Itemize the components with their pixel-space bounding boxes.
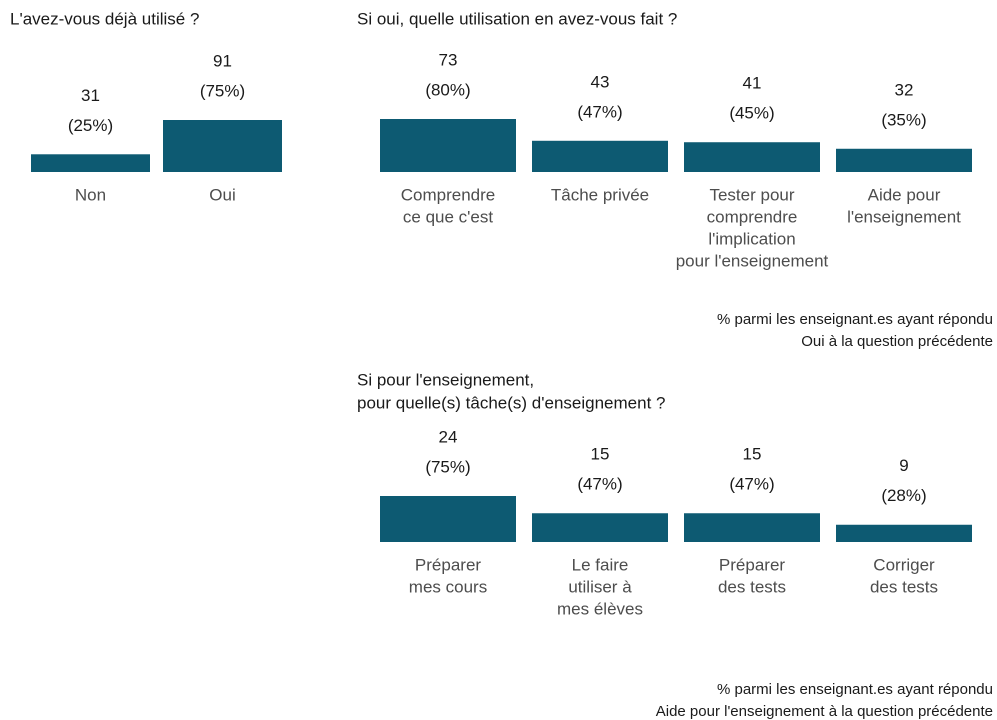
chart-title: Si pour l'enseignement, [357, 370, 534, 389]
value-label: 15 [743, 445, 762, 464]
share-label: (75%) [200, 81, 245, 100]
value-label: 15 [591, 445, 610, 464]
share-label: (75%) [425, 457, 470, 476]
category-label: des tests [870, 577, 938, 596]
chart-title: pour quelle(s) tâche(s) d'enseignement ? [357, 393, 665, 412]
bar [380, 119, 516, 172]
category-label: Préparer [415, 555, 481, 574]
category-label: Aide pour [868, 185, 941, 204]
category-label: ce que c'est [403, 207, 493, 226]
caption: % parmi les enseignant.es ayant répondu [717, 681, 993, 698]
share-label: (35%) [881, 110, 926, 129]
bar [380, 496, 516, 542]
category-label: l'implication [708, 229, 795, 248]
category-label: Le faire [572, 555, 629, 574]
value-label: 24 [439, 427, 458, 446]
caption: Oui à la question précédente [801, 333, 993, 350]
category-label: Tester pour [709, 185, 794, 204]
share-label: (25%) [68, 116, 113, 135]
bar [163, 120, 282, 172]
bar [532, 513, 668, 542]
value-label: 41 [743, 74, 762, 93]
value-label: 31 [81, 86, 100, 105]
share-label: (47%) [577, 102, 622, 121]
caption: % parmi les enseignant.es ayant répondu [717, 311, 993, 328]
category-label: Tâche privée [551, 185, 649, 204]
bar [684, 142, 820, 172]
bar [684, 513, 820, 542]
category-label: Préparer [719, 555, 785, 574]
bar [31, 154, 150, 172]
category-label: Oui [209, 185, 235, 204]
chart-title: L'avez-vous déjà utilisé ? [10, 9, 199, 28]
share-label: (47%) [729, 475, 774, 494]
bar [836, 148, 972, 172]
value-label: 32 [895, 80, 914, 99]
category-label: l'enseignement [847, 207, 961, 226]
share-label: (80%) [425, 80, 470, 99]
category-label: mes cours [409, 577, 487, 596]
bar [836, 524, 972, 542]
category-label: mes élèves [557, 599, 643, 618]
bar [532, 140, 668, 172]
chart-title: Si oui, quelle utilisation en avez-vous … [357, 9, 677, 28]
value-label: 9 [899, 456, 908, 475]
share-label: (45%) [729, 104, 774, 123]
caption: Aide pour l'enseignement à la question p… [656, 703, 993, 720]
category-label: Corriger [873, 555, 935, 574]
value-label: 43 [591, 72, 610, 91]
category-label: utiliser à [568, 577, 632, 596]
category-label: pour l'enseignement [676, 251, 829, 270]
category-label: des tests [718, 577, 786, 596]
share-label: (47%) [577, 475, 622, 494]
value-label: 91 [213, 51, 232, 70]
value-label: 73 [439, 50, 458, 69]
category-label: comprendre [707, 207, 798, 226]
share-label: (28%) [881, 486, 926, 505]
category-label: Non [75, 185, 106, 204]
category-label: Comprendre [401, 185, 496, 204]
